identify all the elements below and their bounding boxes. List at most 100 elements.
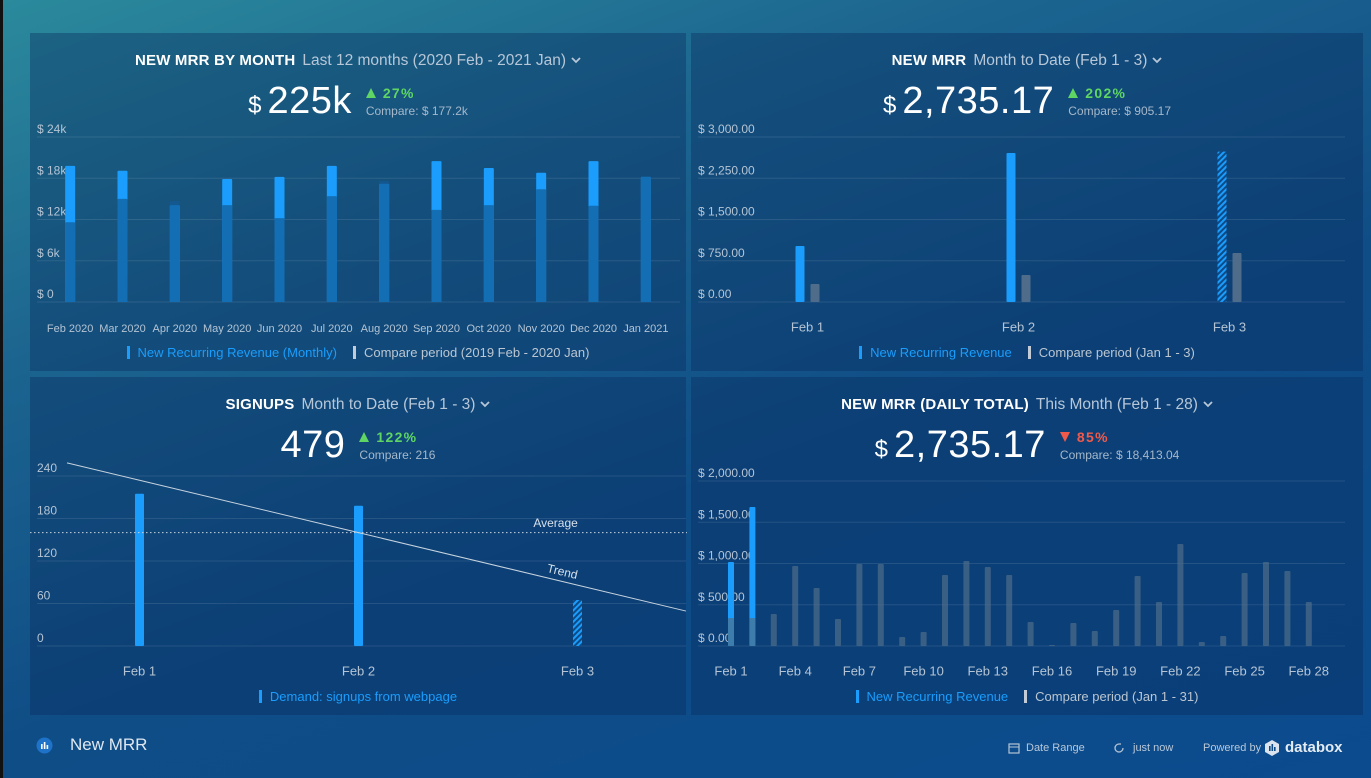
kpi-row: 479 122% Compare: 216 (30, 423, 686, 467)
change-value: 85% (1076, 428, 1109, 445)
bar (984, 566, 991, 646)
legend-marker (855, 690, 859, 703)
y-tick-label: $ 2,250.00 (698, 163, 755, 177)
kpi-row: $2,735.17 202% Compare: $ 905.17 (691, 79, 1363, 123)
y-tick-label: $ 6k (37, 246, 61, 260)
bar (65, 222, 76, 302)
legend: Demand: signups from webpage (30, 689, 686, 704)
legend-label: Compare period (Jan 1 - 31) (1035, 689, 1199, 704)
date-range-button[interactable]: Date Range (1026, 742, 1085, 754)
period-selector[interactable]: Last 12 months (2020 Feb - 2021 Jan) (302, 52, 567, 69)
chart-title: NEW MRR BY MONTH (134, 52, 296, 69)
change: 202% Compare: $ 905.17 (1068, 85, 1171, 118)
legend: New Recurring Revenue (Monthly) Compare p… (30, 345, 686, 360)
brand-name[interactable]: databox (1285, 739, 1343, 756)
legend-label: New Recurring Revenue (870, 345, 1012, 360)
bar (810, 284, 820, 302)
dashboard-name: New MRR (70, 735, 148, 754)
change-arrow (359, 431, 370, 442)
x-tick-label: Feb 2020 (47, 323, 93, 335)
y-tick-label: 180 (37, 504, 57, 518)
bar (1049, 645, 1055, 646)
x-tick-label: Oct 2020 (467, 323, 512, 335)
y-tick-label: $ 18k (37, 163, 67, 177)
change-line: 202% (1068, 85, 1171, 103)
legend-label: Demand: signups from webpage (269, 689, 458, 704)
dropdown-chevron (1152, 57, 1163, 64)
x-tick-label: Feb 22 (1160, 663, 1200, 678)
y-tick-label: $ 2,000.00 (698, 466, 755, 480)
x-tick-label: Feb 25 (1224, 663, 1264, 678)
title-row: NEW MRR (DAILY TOTAL) This Month (Feb 1 -… (691, 393, 1363, 417)
change-value: 27% (382, 84, 415, 101)
x-tick-label: Feb 19 (1096, 663, 1136, 678)
period-selector[interactable]: This Month (Feb 1 - 28) (1035, 396, 1198, 413)
bar (920, 631, 927, 646)
legend-item: Compare period (Jan 1 - 31) (1024, 689, 1198, 704)
x-tick-label: Feb 7 (843, 663, 876, 678)
currency: $ (882, 92, 897, 119)
chart-header: NEW MRR BY MONTH Last 12 months (2020 Feb… (30, 49, 686, 123)
kpi-value: 479 (280, 423, 346, 466)
chevron (480, 401, 491, 408)
bar (813, 588, 820, 646)
chevron (571, 57, 581, 64)
bar (749, 617, 756, 646)
bar (1220, 636, 1227, 646)
y-tick-label: $ 1,500.00 (698, 507, 755, 521)
x-tick-label: Feb 1 (123, 663, 156, 678)
bar (963, 561, 970, 646)
chart-header: NEW MRR (DAILY TOTAL) This Month (Feb 1 -… (691, 393, 1363, 467)
bar (1006, 153, 1016, 302)
trend-label: Trend (546, 561, 579, 582)
legend-item: New Recurring Revenue (859, 345, 1012, 360)
x-tick-label: Feb 2 (1002, 319, 1035, 334)
dashboard-logo (36, 737, 53, 754)
period-selector[interactable]: Month to Date (Feb 1 - 3) (301, 396, 476, 413)
legend-marker (859, 346, 863, 359)
legend-item: Demand: signups from webpage (258, 689, 458, 704)
bar (1027, 621, 1034, 646)
x-tick-label: Feb 1 (791, 319, 824, 334)
bar (1232, 252, 1242, 302)
panel (691, 33, 1363, 371)
y-tick-label: $ 3,000.00 (698, 122, 755, 136)
powered-by: Powered by (1203, 742, 1262, 754)
panel (30, 33, 686, 371)
x-tick-label: Feb 3 (1213, 319, 1246, 334)
legend-marker (1027, 346, 1031, 359)
last-updated: just now (1133, 742, 1174, 754)
title-row: NEW MRR BY MONTH Last 12 months (2020 Feb… (30, 49, 686, 73)
bar (1113, 610, 1120, 646)
legend-marker (352, 346, 356, 359)
panel (691, 377, 1363, 715)
bar (856, 563, 863, 646)
y-tick-label: $ 12k (37, 205, 67, 219)
legend-item: New Recurring Revenue (Monthly) (126, 345, 337, 360)
trend-extension (66, 462, 140, 481)
bar (1070, 622, 1077, 646)
bar (222, 205, 233, 302)
x-tick-label: Nov 2020 (518, 323, 565, 335)
currency: $ (874, 436, 888, 463)
y-tick-label: 240 (37, 461, 57, 475)
dropdown-chevron (571, 57, 581, 64)
bar (795, 246, 805, 302)
bar (274, 218, 285, 302)
compare-text: Compare: $ 18,413.04 (1059, 447, 1180, 462)
bar (536, 189, 547, 302)
y-tick-label: $ 24k (37, 122, 67, 136)
x-tick-label: Feb 28 (1289, 663, 1329, 678)
bar (1284, 571, 1291, 646)
bar (1021, 274, 1031, 302)
period-selector[interactable]: Month to Date (Feb 1 - 3) (973, 52, 1148, 69)
x-tick-label: Aug 2020 (361, 323, 408, 335)
bar (117, 198, 128, 302)
bar (1198, 642, 1205, 646)
chart-header: NEW MRR Month to Date (Feb 1 - 3) $2,735.1… (691, 49, 1363, 123)
y-tick-label: $ 750.00 (698, 246, 745, 260)
legend-marker (258, 690, 262, 703)
x-tick-label: Feb 2 (342, 663, 375, 678)
change-arrow (365, 87, 376, 98)
